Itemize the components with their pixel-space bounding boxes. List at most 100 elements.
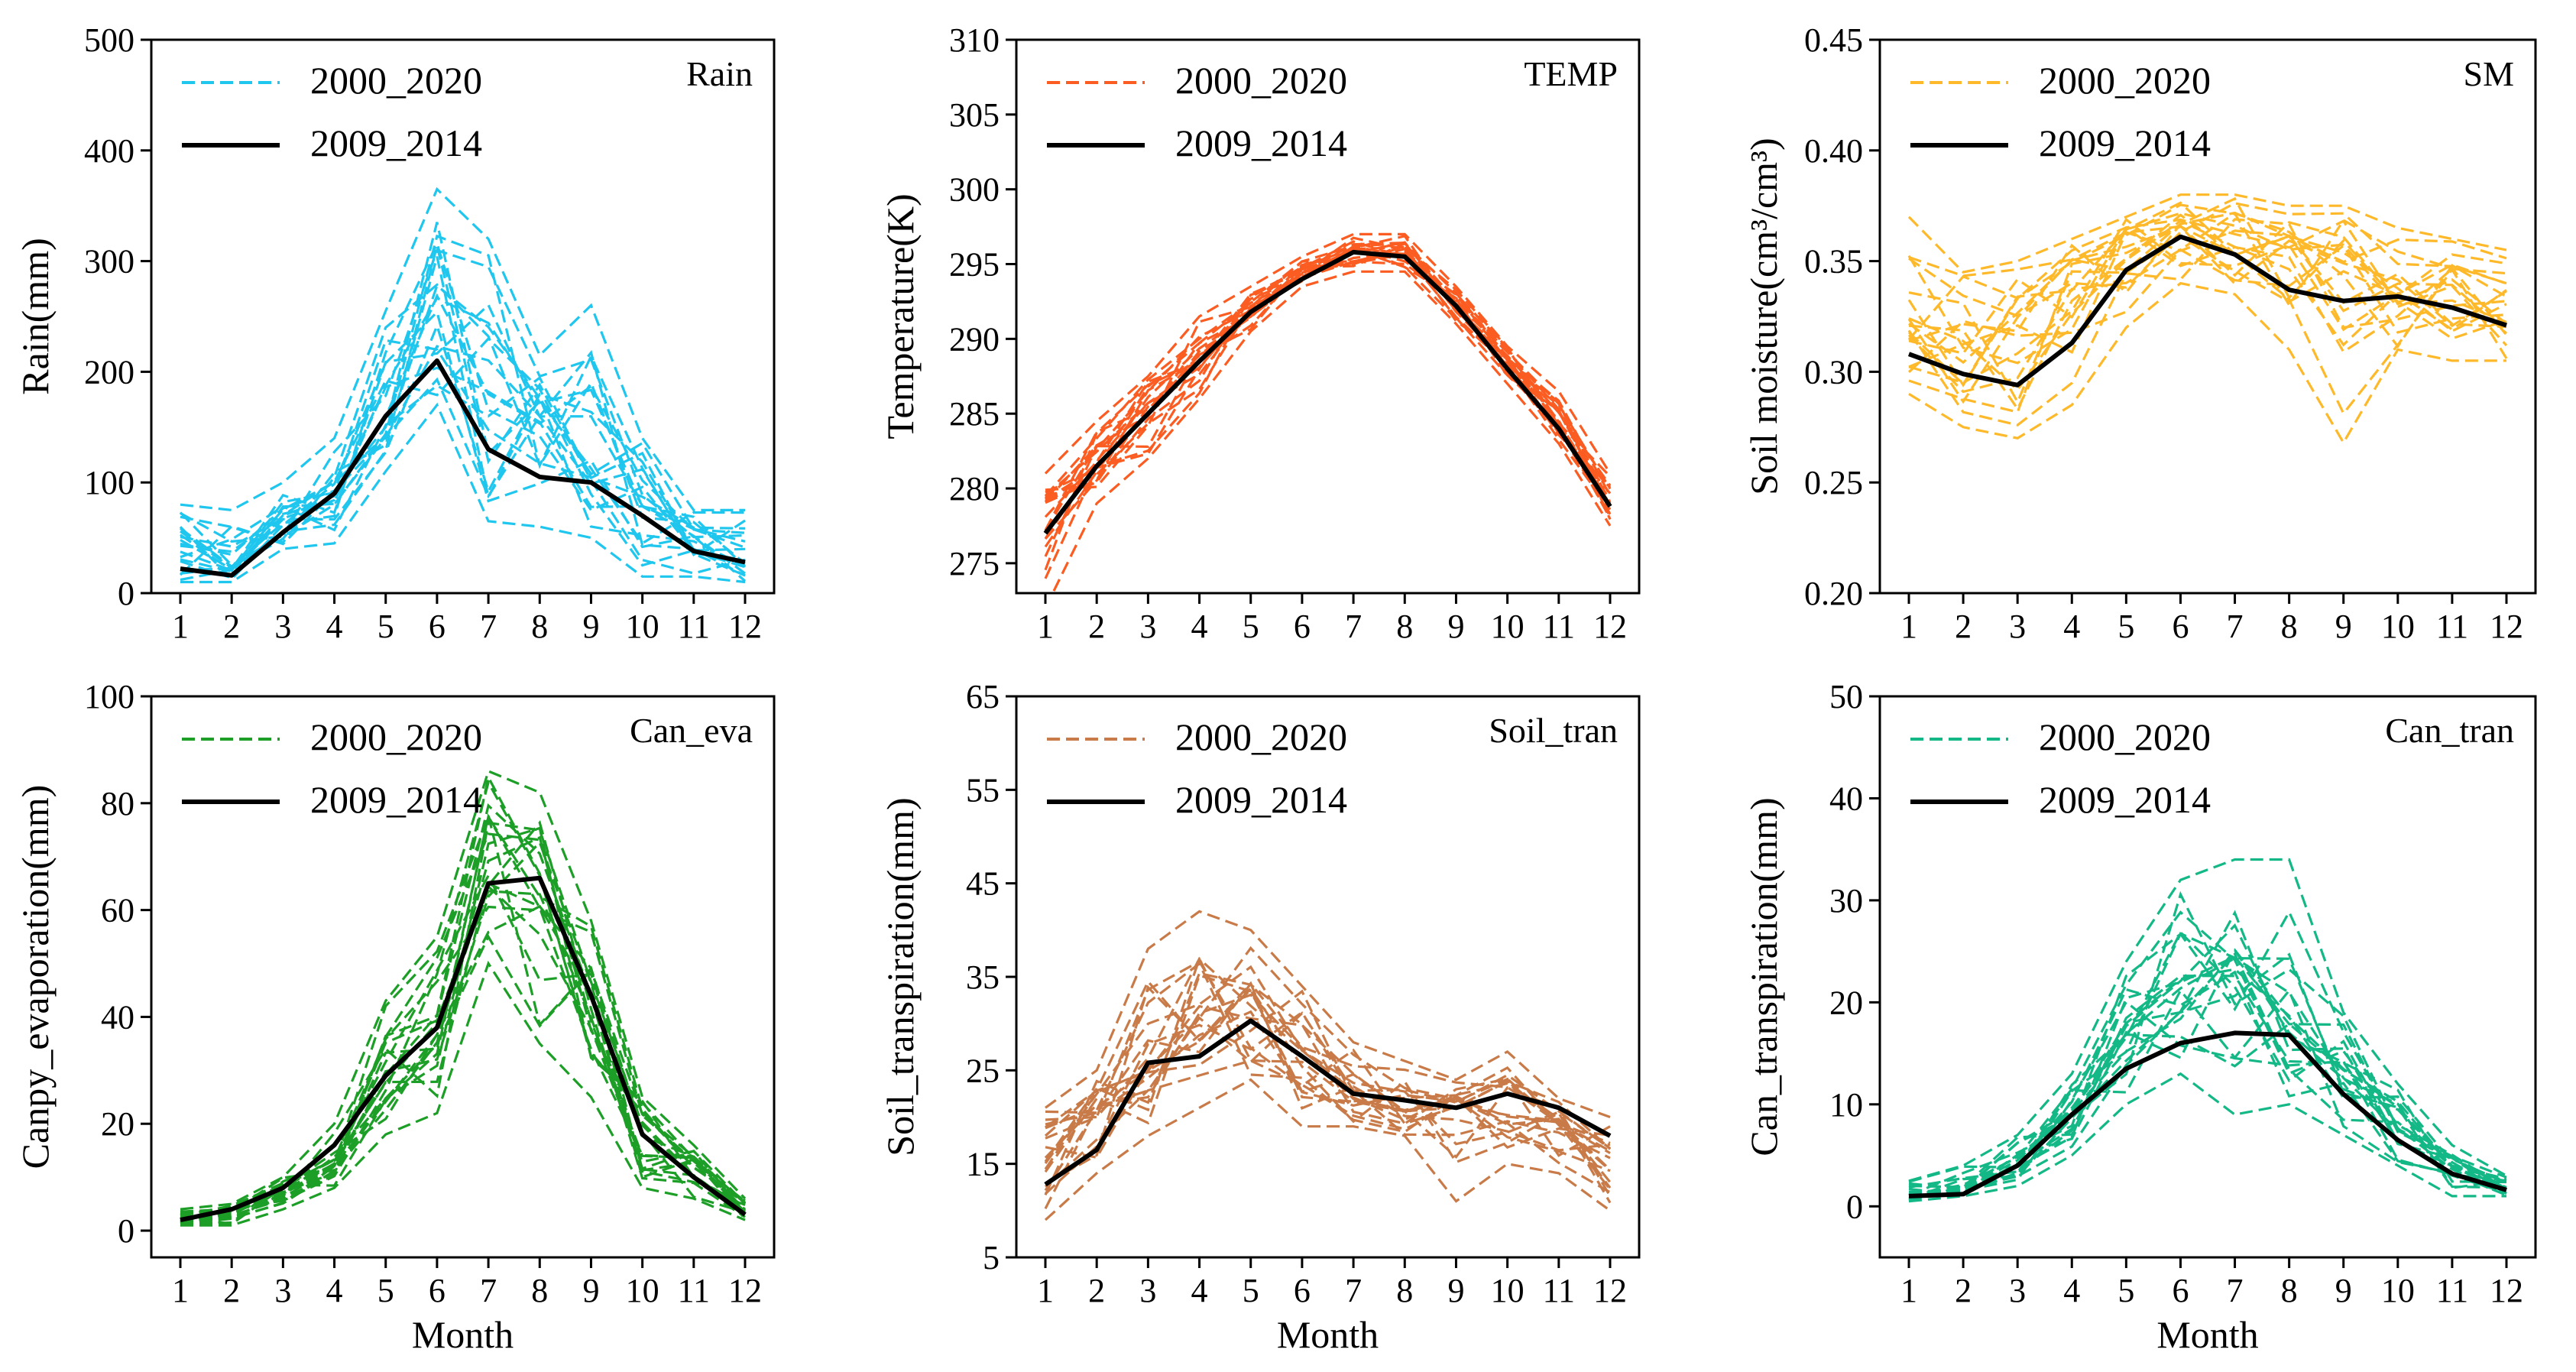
x-tick-label: 9	[582, 608, 599, 645]
y-tick-label: 0	[118, 575, 134, 612]
ensemble-line	[1044, 241, 1612, 540]
x-tick-label: 1	[1037, 1272, 1054, 1309]
x-tick-label: 9	[582, 1272, 599, 1309]
legend-label: 2009_2014	[2039, 122, 2211, 164]
x-tick-label: 2	[223, 1272, 240, 1309]
axes-frame	[150, 38, 776, 595]
ensemble-line	[1908, 211, 2507, 277]
y-tick-label: 0.30	[1804, 353, 1863, 391]
legend: 2000_2020 2009_2014	[1910, 59, 2211, 164]
legend-label: 2000_2020	[1175, 715, 1347, 758]
ensemble-line	[1908, 229, 2507, 368]
ensemble-line	[1045, 989, 1611, 1153]
x-tick-label: 4	[326, 608, 343, 645]
x-tick-label: 1	[1900, 608, 1917, 645]
y-tick-label: 80	[101, 785, 134, 822]
y-tick-label: 300	[949, 171, 1000, 209]
y-tick-label: 10	[1829, 1086, 1863, 1124]
y-tick-label: 15	[966, 1146, 1000, 1183]
ensemble-line	[1045, 959, 1612, 1150]
ensemble-line	[180, 256, 746, 569]
legend-label: 2000_2020	[310, 59, 482, 102]
ensemble-line	[1044, 955, 1612, 1172]
ensemble-line	[1908, 948, 2507, 1200]
x-tick-label: 5	[377, 1272, 394, 1309]
ensemble-line	[1908, 1022, 2507, 1194]
ensemble-line	[1908, 225, 2507, 355]
x-tick-label: 5	[377, 608, 394, 645]
ensemble-line	[1044, 1011, 1611, 1210]
x-tick-label: 1	[1037, 608, 1054, 645]
ensemble-line	[1044, 247, 1612, 579]
x-tick-label: 3	[1139, 1272, 1156, 1309]
x-tick-label: 1	[172, 608, 189, 645]
x-tick-label: 1	[1900, 1272, 1917, 1309]
x-axis-label: Month	[412, 1313, 514, 1356]
y-axis-label: Temperature(K)	[879, 193, 922, 439]
ensemble-line	[1045, 910, 1611, 1119]
y-tick-label: 20	[1829, 984, 1863, 1021]
x-tick-label: 7	[480, 608, 497, 645]
x-tick-label: 3	[274, 608, 291, 645]
x-tick-label: 12	[728, 608, 762, 645]
ensemble-line	[1908, 221, 2507, 365]
x-tick-label: 3	[2009, 1272, 2026, 1309]
x-tick-label: 9	[2335, 608, 2352, 645]
panel-rain: 1 2 3 4 5 6 7 8 9 10 11 120100200300400500Rain(mm)R…	[14, 21, 776, 645]
panel-title: SM	[2464, 54, 2514, 93]
x-tick-label: 7	[1345, 608, 1362, 645]
ensemble-lines-2000-2020	[1044, 232, 1612, 593]
panel-title: Rain	[686, 54, 753, 93]
x-tick-label: 6	[429, 608, 446, 645]
legend: 2000_2020 2009_2014	[182, 715, 482, 821]
panel-title: Can_eva	[630, 711, 753, 750]
y-axis-label: Can_transpiration(mm)	[1742, 797, 1785, 1156]
legend-label: 2000_2020	[2039, 715, 2211, 758]
x-tick-label: 12	[2490, 608, 2523, 645]
x-tick-label: 8	[531, 608, 548, 645]
y-tick-label: 305	[949, 96, 1000, 134]
y-tick-label: 50	[1829, 678, 1863, 715]
x-tick-label: 5	[2118, 1272, 2134, 1309]
x-tick-label: 7	[480, 1272, 497, 1309]
x-axis-label: Month	[2156, 1313, 2258, 1356]
legend: 2000_2020 2009_2014	[1047, 59, 1347, 164]
ensemble-line	[1044, 965, 1611, 1164]
y-tick-label: 310	[949, 21, 1000, 59]
x-tick-label: 10	[2381, 1272, 2415, 1309]
x-tick-label: 10	[626, 1272, 659, 1309]
x-tick-label: 2	[223, 608, 240, 645]
y-tick-label: 0	[1846, 1188, 1863, 1225]
panel-title: TEMP	[1524, 54, 1618, 93]
x-tick-label: 5	[2118, 608, 2134, 645]
x-tick-label: 9	[1447, 1272, 1464, 1309]
series-line-2009-2014	[1044, 1018, 1612, 1187]
x-tick-label: 8	[531, 1272, 548, 1309]
x-tick-label: 9	[1447, 608, 1464, 645]
y-tick-label: 400	[84, 132, 134, 170]
panel-can-eva: 1 2 3 4 5 6 7 8 9 10 11 12020406080100Canpy_evapora…	[14, 678, 776, 1356]
series-line-2009-2014	[180, 358, 746, 578]
x-tick-label: 4	[2063, 1272, 2080, 1309]
y-tick-label: 25	[966, 1052, 1000, 1089]
x-tick-label: 6	[2172, 608, 2189, 645]
ensemble-line	[180, 960, 746, 1227]
panel-can-tran: 1 2 3 4 5 6 7 8 9 10 11 1201020304050Can_transpirat…	[1742, 678, 2537, 1356]
ensemble-line	[180, 821, 746, 1219]
x-tick-label: 7	[2227, 1272, 2244, 1309]
x-tick-label: 8	[2281, 1272, 2298, 1309]
x-tick-label: 7	[2227, 608, 2244, 645]
panel-temp: 1 2 3 4 5 6 7 8 9 10 11 12275280285290295300305310T…	[879, 21, 1641, 645]
ensemble-line	[1908, 858, 2507, 1182]
x-tick-label: 5	[1243, 1272, 1259, 1309]
ensemble-line	[1044, 246, 1612, 557]
axes-frame	[150, 695, 776, 1259]
panel-title: Can_tran	[2385, 711, 2514, 750]
panel-sm: 1 2 3 4 5 6 7 8 9 10 11 120.200.250.300.350.400.45S…	[1742, 21, 2537, 645]
y-tick-label: 290	[949, 320, 1000, 358]
y-tick-label: 0	[118, 1212, 134, 1250]
ensemble-line	[180, 402, 746, 584]
legend: 2000_2020 2009_2014	[1910, 715, 2211, 821]
y-tick-label: 0.35	[1804, 243, 1863, 281]
y-tick-label: 20	[101, 1105, 134, 1143]
